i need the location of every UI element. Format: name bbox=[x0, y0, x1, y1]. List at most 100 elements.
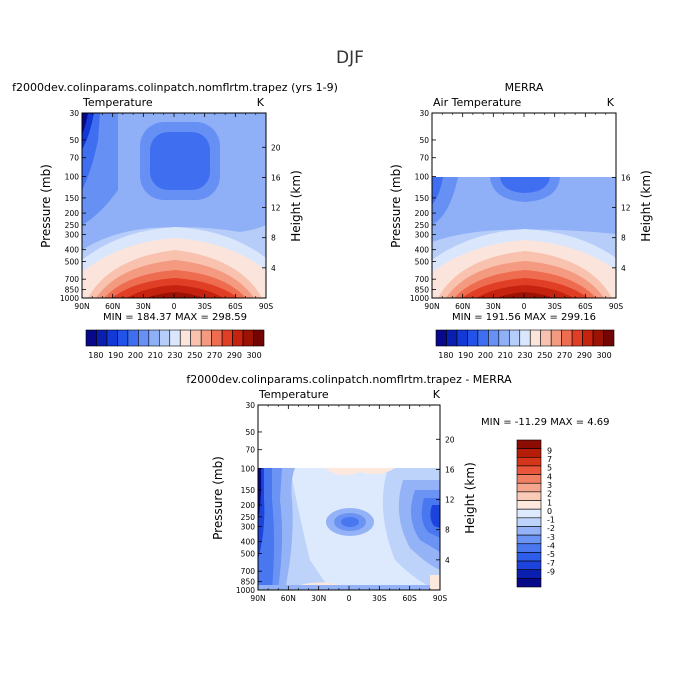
colorbar-swatch bbox=[200, 329, 212, 347]
colorbar-swatch bbox=[571, 329, 583, 347]
panel-difference: f2000dev.colinparams.colinpatch.nomflrtm… bbox=[186, 373, 609, 603]
stats-label: MIN = 191.56 MAX = 299.16 bbox=[452, 312, 596, 323]
y-right-tick-label: 16 bbox=[445, 465, 455, 474]
y-tick-label: 100 bbox=[241, 465, 256, 474]
colorbar-label: 290 bbox=[227, 351, 242, 360]
y-tick-label: 150 bbox=[65, 194, 80, 203]
colorbar-swatch bbox=[516, 474, 542, 484]
colorbar-swatch bbox=[242, 329, 254, 347]
colorbar-swatch bbox=[106, 329, 118, 347]
colorbar-swatch bbox=[148, 329, 160, 347]
x-tick-label: 60S bbox=[578, 302, 593, 311]
y-tick-label: 850 bbox=[65, 285, 80, 294]
colorbar-label: 190 bbox=[108, 351, 123, 360]
panel-model: f2000dev.colinparams.colinpatch.nomflrtm… bbox=[12, 81, 338, 360]
y-right-tick-label: 8 bbox=[271, 234, 276, 243]
colorbar-swatch bbox=[516, 534, 542, 545]
page-title: DJF bbox=[336, 48, 364, 68]
y-tick-label: 1000 bbox=[236, 586, 255, 595]
y-tick-label: 70 bbox=[69, 154, 79, 163]
colorbar-swatch bbox=[446, 329, 458, 347]
y-tick-label: 850 bbox=[241, 577, 256, 586]
colorbar-swatch bbox=[516, 465, 542, 475]
x-tick-label: 30S bbox=[198, 302, 213, 311]
y-tick-label: 700 bbox=[65, 275, 80, 284]
y-right-tick-label: 4 bbox=[271, 264, 276, 273]
colorbar-label: 250 bbox=[537, 351, 552, 360]
y-right-tick-label: 4 bbox=[445, 556, 450, 565]
colorbar-swatch bbox=[592, 329, 604, 347]
panel-subtitle: Temperature bbox=[258, 388, 329, 401]
y-right-tick-label: 16 bbox=[621, 173, 631, 182]
y-tick-label: 200 bbox=[415, 209, 430, 218]
x-tick-label: 90N bbox=[250, 594, 265, 603]
colorbar-swatch bbox=[516, 491, 542, 501]
colorbar-label: 180 bbox=[88, 351, 103, 360]
y-tick-label: 100 bbox=[65, 173, 80, 182]
colorbar-label: 2 bbox=[547, 490, 552, 499]
colorbar-swatch bbox=[158, 329, 171, 347]
colorbar-swatch bbox=[603, 329, 615, 347]
colorbar-swatch bbox=[550, 329, 562, 347]
y-tick-label: 30 bbox=[69, 109, 79, 118]
colorbar-label: 230 bbox=[517, 351, 532, 360]
colorbar-swatch bbox=[467, 329, 479, 347]
colorbar-label: 200 bbox=[478, 351, 493, 360]
colorbar-swatch bbox=[582, 329, 594, 347]
colorbar-label: 270 bbox=[557, 351, 572, 360]
y-axis-right-label: Height (km) bbox=[463, 462, 477, 533]
x-tick-label: 30N bbox=[136, 302, 151, 311]
y-tick-label: 400 bbox=[241, 538, 256, 547]
axes: 90N 60N 30N 0 30S 60S 90S 30 50 70 100 150 200 250300… bbox=[236, 401, 455, 603]
panel-units: K bbox=[433, 388, 441, 401]
panel-merra: MERRA Air Temperature K 90 bbox=[389, 81, 653, 360]
contour-field bbox=[432, 113, 616, 298]
y-tick-label: 70 bbox=[419, 154, 429, 163]
colorbar-label: 9 bbox=[547, 446, 552, 455]
y-tick-label: 1000 bbox=[60, 294, 79, 303]
colorbar-swatch bbox=[516, 448, 542, 458]
y-tick-label: 300 bbox=[415, 230, 430, 239]
colorbar-swatch bbox=[169, 329, 181, 347]
colorbar-swatch bbox=[435, 329, 447, 347]
y-axis-right-label: Height (km) bbox=[639, 170, 653, 241]
x-tick-label: 30S bbox=[548, 302, 563, 311]
colorbar-swatch bbox=[190, 329, 202, 347]
x-tick-label: 0 bbox=[347, 594, 352, 603]
colorbar-swatch bbox=[561, 329, 573, 347]
y-axis-label: Pressure (mb) bbox=[39, 164, 53, 248]
y-tick-label: 300 bbox=[241, 522, 256, 531]
colorbar-swatch bbox=[529, 329, 542, 347]
colorbar-label: -2 bbox=[547, 524, 555, 533]
colorbar-swatch bbox=[232, 329, 244, 347]
colorbar-swatch bbox=[498, 329, 510, 347]
contour-field bbox=[82, 113, 266, 298]
colorbar-label: 250 bbox=[187, 351, 202, 360]
colorbar-swatch bbox=[179, 329, 192, 347]
y-axis-label: Pressure (mb) bbox=[211, 456, 225, 540]
panel-title: f2000dev.colinparams.colinpatch.nomflrtm… bbox=[12, 81, 338, 94]
colorbar-swatch bbox=[516, 517, 542, 527]
colorbar-label: 190 bbox=[458, 351, 473, 360]
x-tick-label: 30S bbox=[372, 594, 387, 603]
colorbar-label: 1 bbox=[547, 498, 552, 507]
colorbar-label: 0 bbox=[547, 507, 552, 516]
colorbar-label: -4 bbox=[547, 541, 555, 550]
colorbar-swatch bbox=[516, 578, 542, 588]
y-tick-label: 250 bbox=[65, 221, 80, 230]
colorbar-label: 270 bbox=[207, 351, 222, 360]
colorbar-label: 7 bbox=[547, 455, 552, 464]
y-right-tick-label: 16 bbox=[271, 173, 281, 182]
panel-subtitle: Temperature bbox=[82, 96, 153, 109]
colorbar-swatch bbox=[488, 329, 500, 347]
colorbar-swatch bbox=[519, 329, 531, 347]
colorbar-label: -1 bbox=[547, 516, 555, 525]
x-tick-label: 90S bbox=[259, 302, 274, 311]
y-tick-label: 200 bbox=[65, 209, 80, 218]
x-tick-label: 90N bbox=[74, 302, 89, 311]
panel-units: K bbox=[607, 96, 615, 109]
y-right-tick-label: 20 bbox=[271, 143, 281, 152]
y-tick-label: 50 bbox=[419, 136, 429, 145]
y-tick-label: 150 bbox=[241, 486, 256, 495]
